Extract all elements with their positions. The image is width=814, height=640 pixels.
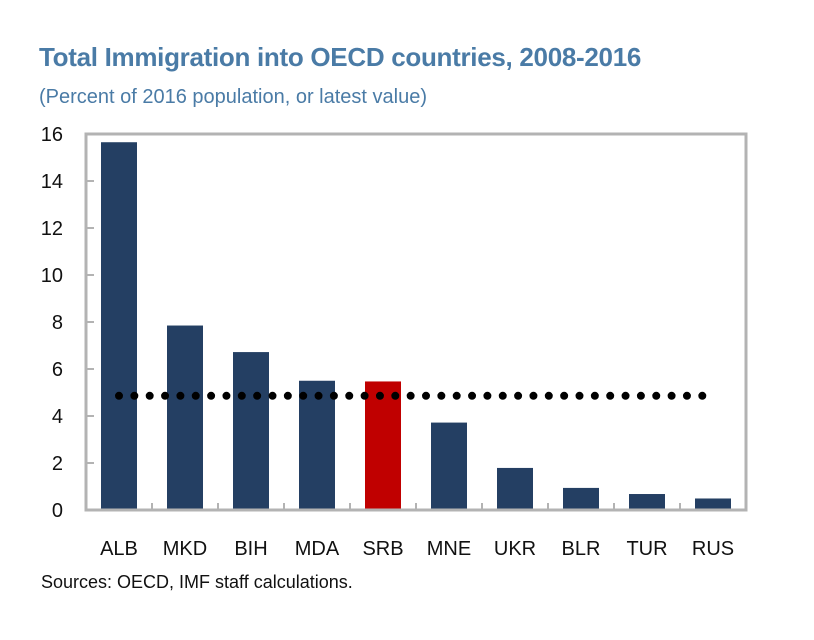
x-tick-label: MDA bbox=[295, 538, 340, 560]
y-tick-label: 14 bbox=[41, 171, 63, 193]
bar-mkd bbox=[167, 325, 203, 509]
x-tick-label: ALB bbox=[100, 538, 138, 560]
y-tick-label: 10 bbox=[41, 265, 63, 287]
y-tick-label: 12 bbox=[41, 218, 63, 240]
source-note: Sources: OECD, IMF staff calculations. bbox=[41, 572, 353, 592]
chart-subtitle: (Percent of 2016 population, or latest v… bbox=[39, 86, 428, 108]
x-tick-label: BLR bbox=[562, 538, 601, 560]
bar-mne bbox=[431, 422, 467, 509]
y-tick-label: 16 bbox=[41, 124, 63, 146]
x-tick-label: SRB bbox=[362, 538, 403, 560]
x-tick-label: MKD bbox=[163, 538, 207, 560]
bar-srb bbox=[365, 381, 401, 509]
y-tick-label: 6 bbox=[52, 359, 63, 381]
bar-alb bbox=[101, 142, 137, 509]
y-tick-label: 4 bbox=[52, 406, 63, 428]
bar-mda bbox=[299, 380, 335, 509]
chart-title: Total Immigration into OECD countries, 2… bbox=[39, 42, 642, 72]
bar-bih bbox=[233, 352, 269, 509]
y-tick-label: 0 bbox=[52, 500, 63, 522]
bar-tur bbox=[629, 494, 665, 509]
bar-blr bbox=[563, 487, 599, 509]
y-tick-label: 8 bbox=[52, 312, 63, 334]
bar-rus bbox=[695, 498, 731, 509]
x-tick-label: TUR bbox=[626, 538, 667, 560]
y-tick-label: 2 bbox=[52, 453, 63, 475]
x-tick-label: UKR bbox=[494, 538, 536, 560]
x-tick-label: BIH bbox=[234, 538, 267, 560]
bar-ukr bbox=[497, 467, 533, 509]
x-tick-label: MNE bbox=[427, 538, 471, 560]
x-tick-label: RUS bbox=[692, 538, 734, 560]
